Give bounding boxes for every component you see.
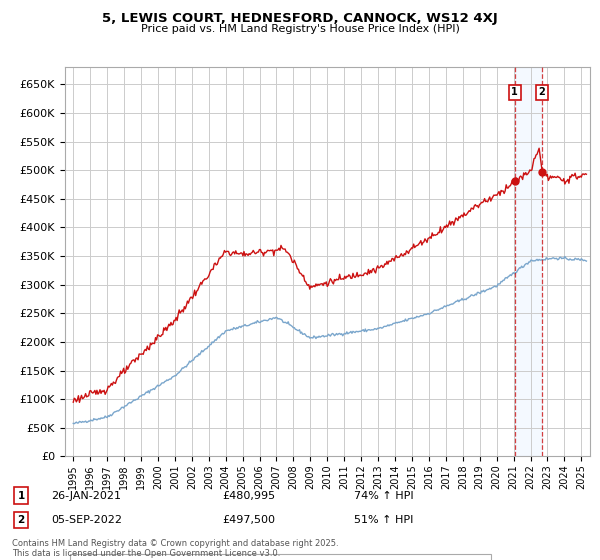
Text: £497,500: £497,500 [222, 515, 275, 525]
Text: 51% ↑ HPI: 51% ↑ HPI [354, 515, 413, 525]
Bar [515, 67, 542, 456]
Text: 2: 2 [539, 87, 545, 97]
Text: Price paid vs. HM Land Registry's House Price Index (HPI): Price paid vs. HM Land Registry's House … [140, 24, 460, 34]
Text: 05-SEP-2022: 05-SEP-2022 [51, 515, 122, 525]
Text: 74% ↑ HPI: 74% ↑ HPI [354, 491, 413, 501]
Text: 1: 1 [511, 87, 518, 97]
Legend: 5, LEWIS COURT, HEDNESFORD, CANNOCK, WS12 4XJ (detached house), HPI: Average pri: 5, LEWIS COURT, HEDNESFORD, CANNOCK, WS1… [70, 554, 491, 560]
Text: Contains HM Land Registry data © Crown copyright and database right 2025.
This d: Contains HM Land Registry data © Crown c… [12, 539, 338, 558]
Text: 1: 1 [17, 491, 25, 501]
Text: 26-JAN-2021: 26-JAN-2021 [51, 491, 121, 501]
Text: 2: 2 [17, 515, 25, 525]
Text: £480,995: £480,995 [222, 491, 275, 501]
Text: 5, LEWIS COURT, HEDNESFORD, CANNOCK, WS12 4XJ: 5, LEWIS COURT, HEDNESFORD, CANNOCK, WS1… [102, 12, 498, 25]
